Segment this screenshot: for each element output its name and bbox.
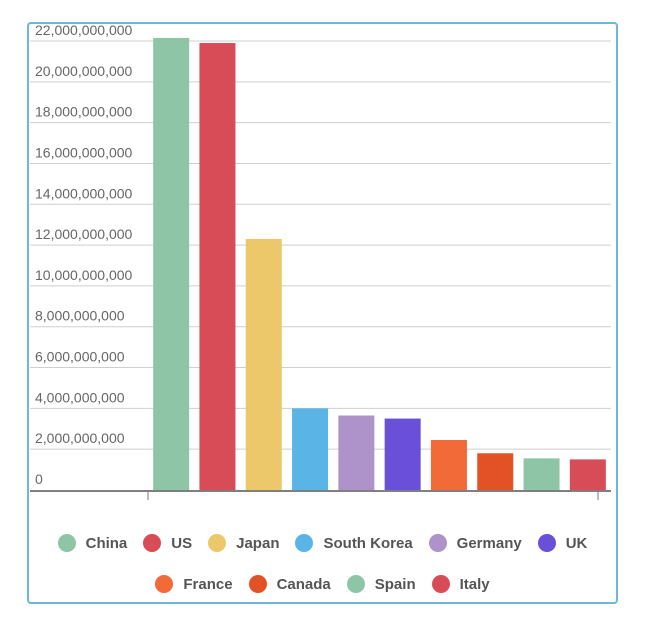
y-tick-label: 20,000,000,000 <box>35 63 133 79</box>
legend-label: Spain <box>374 575 416 593</box>
legend-row-1: China US Japan South Korea Germany UK <box>29 534 616 552</box>
legend-swatch <box>431 575 450 593</box>
chart-frame <box>27 22 618 604</box>
y-tick-label: 18,000,000,000 <box>35 104 133 120</box>
bar-japan[interactable] <box>245 238 282 490</box>
legend-label: UK <box>565 534 588 552</box>
legend-label: China <box>85 534 128 552</box>
legend-item-france[interactable]: France <box>155 575 233 593</box>
bar-canada[interactable] <box>477 453 514 490</box>
legend-swatch <box>208 534 227 552</box>
legend-item-south-korea[interactable]: South Korea <box>295 534 413 552</box>
grid-layer <box>30 40 611 450</box>
legend-item-italy[interactable]: Italy <box>431 575 490 593</box>
legend-swatch <box>143 534 162 552</box>
legend-swatch <box>295 534 314 552</box>
y-tick-label: 0 <box>35 471 43 487</box>
legend-label: Japan <box>236 534 280 552</box>
legend-item-uk[interactable]: UK <box>537 534 588 552</box>
y-tick-label: 8,000,000,000 <box>35 308 125 324</box>
y-tick-label: 16,000,000,000 <box>35 144 133 160</box>
legend-label: Germany <box>456 534 522 552</box>
legend-item-spain[interactable]: Spain <box>346 575 416 593</box>
legend-item-japan[interactable]: Japan <box>208 534 279 552</box>
legend-label: Canada <box>276 575 331 593</box>
bar-china[interactable] <box>153 37 190 491</box>
legend-label: US <box>171 534 193 552</box>
y-tick-label: 4,000,000,000 <box>35 389 125 405</box>
legend-swatch <box>428 534 447 552</box>
legend-swatch <box>346 575 365 593</box>
y-tick-label: 14,000,000,000 <box>35 185 133 201</box>
legend-item-us[interactable]: US <box>143 534 192 552</box>
y-tick-label: 22,000,000,000 <box>35 22 133 38</box>
x-axis <box>30 490 611 500</box>
bar-uk[interactable] <box>384 418 421 490</box>
y-tick-label: 2,000,000,000 <box>35 430 125 446</box>
y-axis-ticks: 0 2,000,000,000 4,000,000,000 6,000,000,000… <box>35 22 133 487</box>
bar-italy[interactable] <box>569 459 606 490</box>
y-tick-label: 10,000,000,000 <box>35 267 133 283</box>
legend-item-germany[interactable]: Germany <box>428 534 522 552</box>
legend-item-china[interactable]: China <box>57 534 128 552</box>
legend-label: South Korea <box>323 534 413 552</box>
y-tick-label: 12,000,000,000 <box>35 226 133 242</box>
legend-swatch <box>248 575 267 593</box>
legend-label: France <box>183 575 233 593</box>
bar-germany[interactable] <box>338 415 375 490</box>
legend-swatch <box>537 534 556 552</box>
y-tick-label: 6,000,000,000 <box>35 349 125 365</box>
bars <box>153 37 606 491</box>
legend-item-canada[interactable]: Canada <box>248 575 331 593</box>
legend-swatch <box>155 575 174 593</box>
legend-row-2: France Canada Spain Italy <box>29 575 616 593</box>
bar-south-korea[interactable] <box>292 408 329 490</box>
bar-france[interactable] <box>430 439 467 490</box>
legend-label: Italy <box>459 575 490 593</box>
bar-us[interactable] <box>199 43 236 491</box>
legend-swatch <box>57 534 76 552</box>
bar-spain[interactable] <box>523 458 560 490</box>
